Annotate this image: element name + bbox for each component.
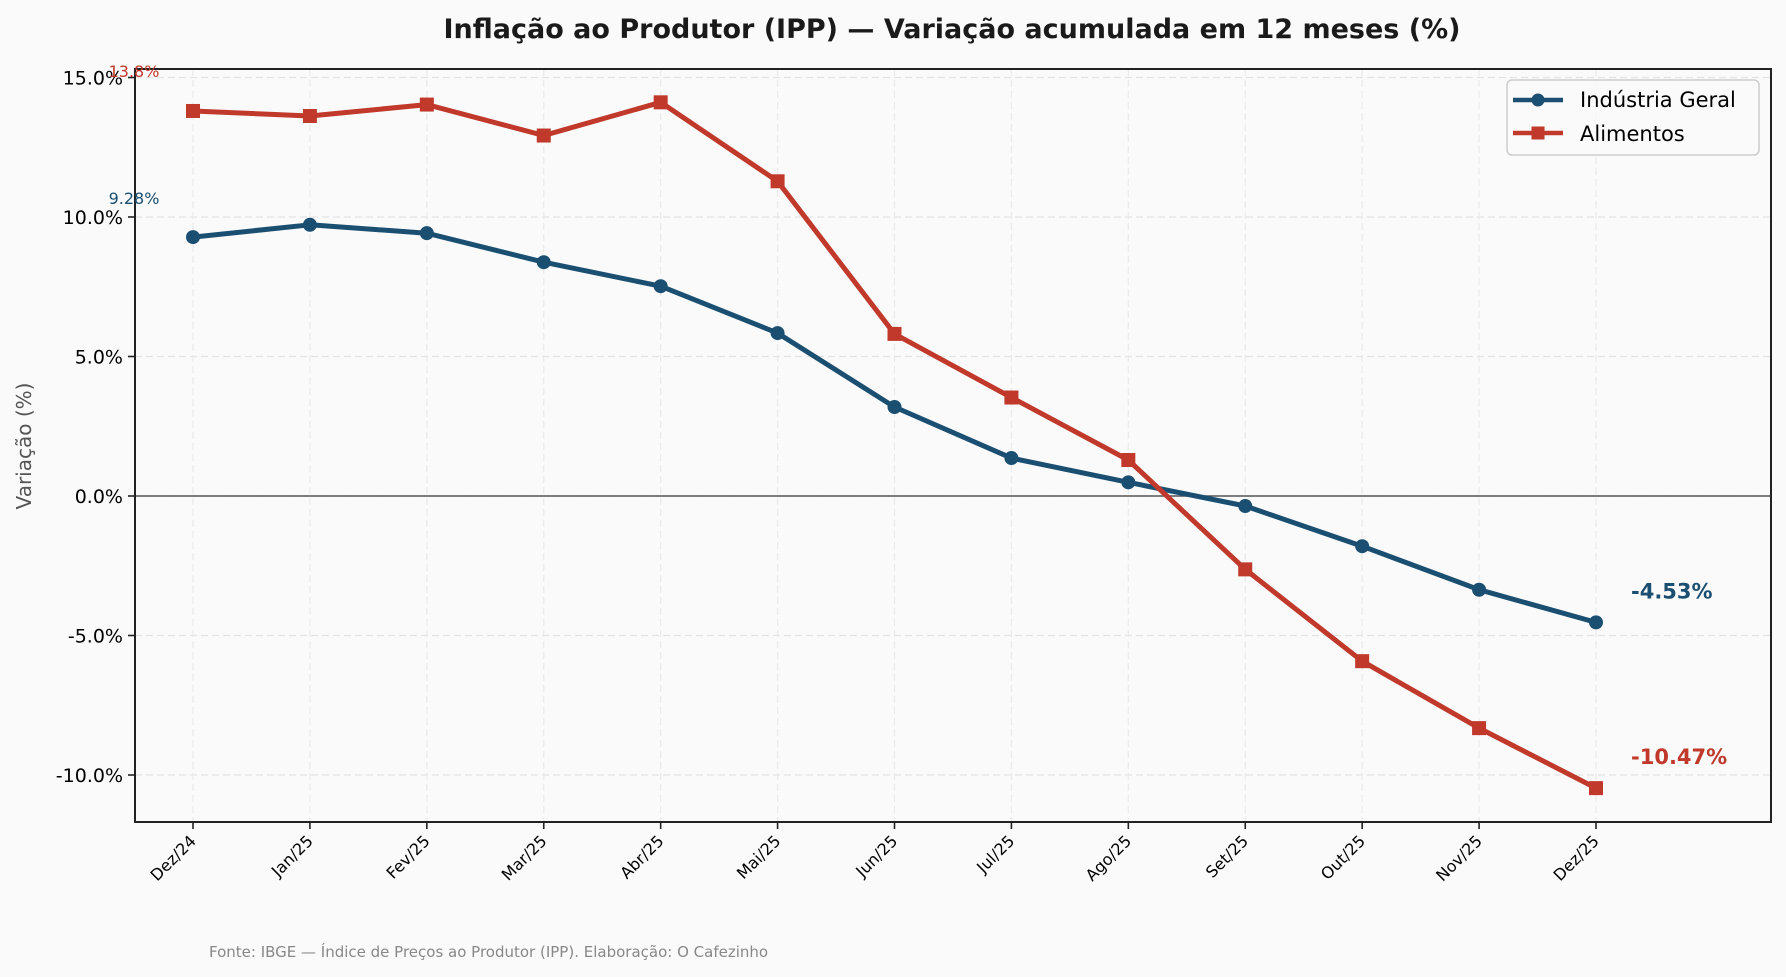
data-point-industria-geral	[1589, 615, 1603, 630]
data-point-industria-geral	[1472, 582, 1487, 597]
y-tick-label: 0.0%	[75, 486, 123, 508]
chart-title: Inflação ao Produtor (IPP) — Variação ac…	[444, 14, 1461, 45]
data-point-industria-geral	[536, 255, 551, 270]
data-point-alimentos	[302, 109, 317, 124]
grid	[135, 69, 1771, 822]
data-point-industria-geral	[419, 226, 434, 241]
first-value-label-alimentos: 13.8%	[109, 62, 160, 81]
data-point-alimentos	[536, 128, 551, 143]
legend-item-alimentos: Alimentos	[1513, 122, 1685, 146]
legend-box	[1506, 79, 1760, 156]
series-alimentos	[186, 95, 1603, 796]
y-tick-label: -10.0%	[56, 765, 123, 787]
data-point-alimentos	[419, 97, 434, 112]
last-value-label-alimentos: -10.47%	[1631, 745, 1727, 769]
data-point-industria-geral	[1238, 499, 1253, 514]
data-point-alimentos	[770, 174, 785, 189]
legend-item-industria-geral: Indústria Geral	[1513, 88, 1736, 112]
series-industria-geral	[186, 217, 1603, 630]
y-tick-label: 5.0%	[75, 347, 123, 369]
data-point-industria-geral	[653, 279, 668, 294]
data-point-industria-geral	[887, 399, 902, 414]
source-note: Fonte: IBGE — Índice de Preços ao Produt…	[209, 942, 768, 961]
data-point-alimentos	[1472, 721, 1487, 736]
data-point-alimentos	[1004, 390, 1019, 405]
legend-square-marker-icon	[1531, 126, 1545, 140]
series-layer	[186, 95, 1603, 796]
y-axis-label: Variação (%)	[12, 383, 36, 510]
legend-label-alimentos: Alimentos	[1580, 122, 1685, 146]
data-point-industria-geral	[302, 217, 317, 232]
data-point-alimentos	[1238, 562, 1253, 577]
y-tick-label: 15.0%	[63, 68, 123, 90]
data-point-alimentos	[1355, 654, 1370, 669]
plot-area	[135, 69, 1771, 822]
y-tick-label: -5.0%	[68, 626, 123, 648]
y-tick-label: 10.0%	[63, 207, 123, 229]
data-point-alimentos	[186, 103, 200, 118]
legend-label-industria-geral: Indústria Geral	[1580, 88, 1736, 112]
data-point-industria-geral	[1004, 451, 1019, 466]
data-point-industria-geral	[1121, 475, 1136, 490]
first-value-label-industria-geral: 9.28%	[109, 189, 160, 208]
axes-border	[134, 68, 1772, 823]
y-axis: 15.0% 10.0% 5.0% 0.0% -5.0% -10.0%	[56, 68, 135, 787]
data-point-alimentos	[653, 95, 668, 110]
data-point-alimentos	[1121, 453, 1136, 468]
axes-frame	[134, 68, 1772, 823]
legend: Indústria Geral Alimentos	[1506, 79, 1760, 156]
data-point-alimentos	[887, 326, 902, 341]
last-value-label-industria-geral: -4.53%	[1631, 579, 1713, 603]
data-point-alimentos	[1589, 781, 1603, 796]
legend-circle-marker-icon	[1531, 93, 1545, 107]
data-point-industria-geral	[186, 230, 200, 245]
data-point-industria-geral	[1355, 539, 1370, 554]
data-point-industria-geral	[770, 326, 785, 341]
annotations: 9.28% -4.53% 13.8% -10.47%	[109, 62, 1728, 769]
